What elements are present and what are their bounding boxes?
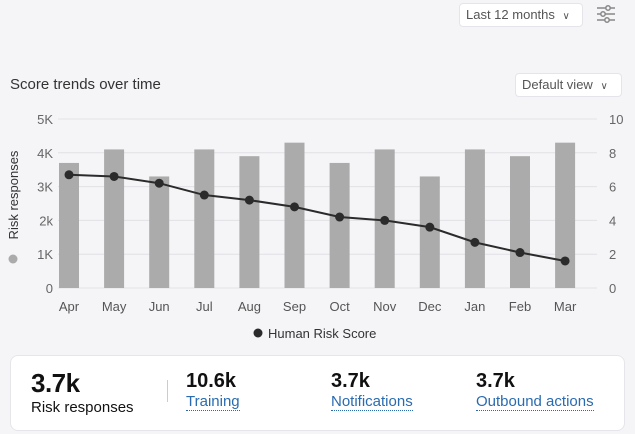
training-link[interactable]: Training: [186, 393, 240, 411]
bar-legend-dot: [8, 254, 18, 264]
summary-card: 3.7k Risk responses 10.6k Training 3.7k …: [10, 355, 625, 431]
chart-title: Score trends over time: [10, 76, 161, 93]
legend-label: Human Risk Score: [268, 326, 376, 341]
bar: [239, 156, 260, 288]
x-tick-label: Aug: [238, 299, 261, 314]
date-range-label: Last 12 months: [466, 7, 555, 22]
date-range-select[interactable]: Last 12 months ∨: [459, 3, 583, 27]
score-trend-chart: 0 1K 2k 3K 4K 5K 0 2 4 6 8 10 Apr May Jun Jul Aug Sep Oct N…: [6, 112, 623, 341]
stat-notifications: 3.7k Notifications: [331, 370, 413, 411]
stat-value: 3.7k: [331, 370, 370, 392]
view-label: Default view: [522, 77, 593, 92]
y-tick-label: 2k: [39, 213, 53, 228]
score-point: [154, 178, 164, 188]
x-tick-label: Dec: [418, 299, 442, 314]
bar: [194, 149, 215, 288]
y-tick-label: 0: [46, 281, 53, 296]
score-point: [470, 237, 480, 247]
x-tick-label: Apr: [59, 299, 80, 314]
x-tick-label: May: [102, 299, 127, 314]
score-point: [290, 202, 299, 212]
stat-value: 10.6k: [186, 370, 237, 392]
y2-tick-label: 0: [609, 281, 616, 296]
y-axis-label: Risk responses: [6, 150, 21, 239]
view-select[interactable]: Default view ∨: [515, 73, 622, 97]
score-point: [425, 222, 435, 232]
bar: [510, 156, 530, 288]
y2-tick-label: 4: [609, 213, 616, 228]
stat-outbound-actions: 3.7k Outbound actions: [476, 370, 594, 411]
score-point: [335, 212, 345, 222]
score-point: [515, 248, 525, 258]
bar: [104, 149, 125, 288]
x-tick-label: Mar: [554, 299, 577, 314]
x-tick-label: Jul: [196, 299, 213, 314]
outbound-actions-link[interactable]: Outbound actions: [476, 393, 594, 411]
stat-value: 3.7k: [31, 368, 80, 398]
y2-tick-label: 2: [609, 247, 616, 262]
stat-value: 3.7k: [476, 370, 515, 392]
bar: [149, 176, 170, 288]
stat-training: 10.6k Training: [186, 370, 240, 411]
bar: [329, 162, 350, 288]
chevron-down-icon: ∨: [600, 81, 608, 92]
line-legend-dot: [253, 328, 263, 338]
y2-tick-label: 8: [609, 146, 616, 161]
score-point: [244, 195, 254, 205]
score-point: [380, 215, 390, 225]
x-tick-label: Sep: [283, 299, 306, 314]
sliders-icon[interactable]: [595, 4, 617, 24]
bar: [464, 149, 485, 288]
score-point: [199, 190, 209, 200]
bar: [59, 162, 79, 288]
chevron-down-icon: ∨: [562, 11, 570, 22]
score-point: [64, 170, 74, 180]
y-tick-label: 5K: [37, 112, 53, 127]
score-point: [560, 256, 570, 266]
x-tick-label: Jan: [464, 299, 485, 314]
y-tick-label: 3K: [37, 180, 53, 195]
score-point: [109, 171, 119, 181]
y-tick-label: 1K: [37, 247, 53, 262]
x-tick-label: Nov: [373, 299, 397, 314]
y2-tick-label: 10: [609, 112, 623, 127]
x-tick-label: Feb: [509, 299, 531, 314]
y2-tick-label: 6: [609, 180, 616, 195]
x-tick-label: Oct: [329, 299, 350, 314]
y-tick-label: 4K: [37, 146, 53, 161]
notifications-link[interactable]: Notifications: [331, 393, 413, 411]
score-line: [68, 173, 566, 262]
bar: [284, 142, 305, 288]
x-tick-label: Jun: [149, 299, 170, 314]
bar: [555, 142, 576, 288]
bar: [419, 176, 440, 288]
stat-risk-responses: 3.7k Risk responses: [31, 368, 134, 416]
divider: [167, 380, 168, 402]
stat-label: Risk responses: [31, 399, 134, 416]
